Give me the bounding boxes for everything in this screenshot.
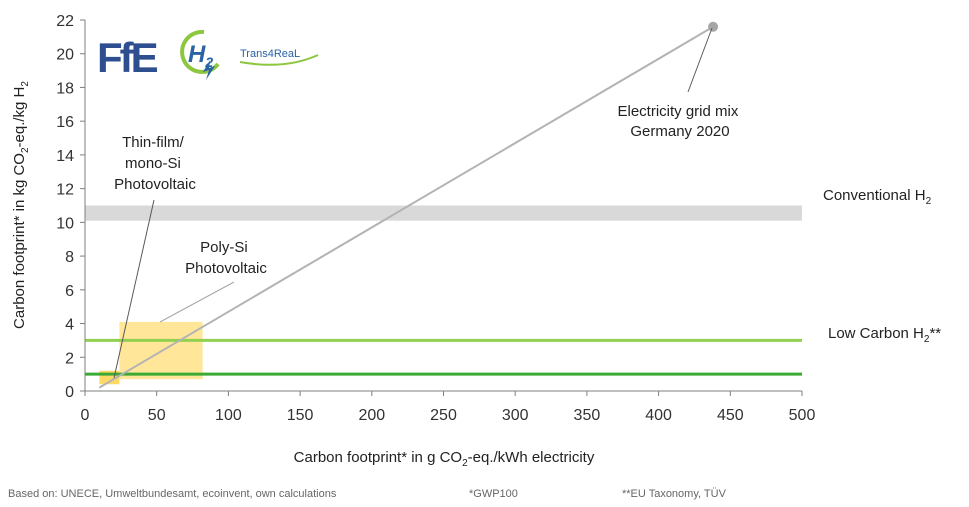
- y-tick-label: 14: [56, 148, 74, 165]
- x-tick-label: 350: [574, 407, 601, 424]
- poly-si-line-2: Photovoltaic: [185, 260, 267, 277]
- y-tick-label: 12: [56, 182, 74, 199]
- grid-mix-leader: [687, 27, 713, 93]
- trans4real-swoosh-icon: [239, 54, 319, 66]
- x-tick-label: 250: [430, 407, 457, 424]
- bands-layer: [85, 205, 802, 221]
- y-tick-label: 0: [65, 384, 74, 401]
- x-tick-label: 150: [287, 407, 314, 424]
- poly-si-leader: [159, 281, 235, 323]
- y-tick-label: 10: [56, 215, 74, 232]
- x-tick-label: 0: [81, 407, 90, 424]
- h2-logo-bolt-icon: [203, 60, 215, 80]
- conventional-label: Conventional H2: [823, 187, 932, 207]
- x-tick-label: 50: [148, 407, 166, 424]
- thin-film-leader: [113, 199, 155, 379]
- x-axis-title-a: Carbon footprint* in g CO: [294, 449, 462, 466]
- thin-film-line-2: mono-Si: [125, 155, 181, 172]
- grid-mix-line-1: Electricity grid mix: [617, 103, 738, 120]
- ffe-logo: FfE: [97, 34, 161, 81]
- y-axis-title-a: Carbon footprint* in kg CO: [11, 153, 28, 329]
- thin-film-line-3: Photovoltaic: [114, 176, 196, 193]
- y-axis-title-sub-2: 2: [20, 81, 31, 87]
- series-layer: [98, 21, 719, 389]
- y-tick-label: 4: [65, 317, 74, 334]
- y-tick-label: 22: [56, 13, 74, 30]
- ffe-logo-text: FfE: [97, 34, 158, 81]
- x-tick-label: 200: [358, 407, 385, 424]
- trans4real-logo: Trans4ReaL: [239, 48, 319, 66]
- conventional-text: Conventional H: [823, 187, 926, 204]
- x-axis-title: Carbon footprint* in g CO2-eq./kWh elect…: [294, 449, 595, 469]
- footnote-taxonomy: **EU Taxonomy, TÜV: [622, 488, 727, 500]
- poly-si-label: Poly-Si Photovoltaic: [185, 239, 267, 277]
- y-axis-title: Carbon footprint* in kg CO2-eq./kg H2: [11, 81, 31, 329]
- h2-logo-h: H: [188, 41, 206, 68]
- ticks-layer: 0 50 100 150 200 250 300 350 400 450 500 0 2 4 6 8 10 12 1…: [56, 13, 815, 424]
- x-tick-label: 100: [215, 407, 242, 424]
- x-tick-label: 300: [502, 407, 529, 424]
- footnote-sources: Based on: UNECE, Umweltbundesamt, ecoinv…: [8, 488, 337, 500]
- low-carbon-text: Low Carbon H: [828, 325, 924, 342]
- y-tick-label: 16: [56, 114, 74, 131]
- low-carbon-sub: 2: [924, 334, 930, 345]
- y-tick-label: 18: [56, 80, 74, 97]
- thin-film-label: Thin-film/ mono-Si Photovoltaic: [114, 134, 196, 193]
- thin-film-line-1: Thin-film/: [122, 134, 185, 151]
- x-tick-label: 400: [645, 407, 672, 424]
- y-axis-title-sub-1: 2: [20, 147, 31, 153]
- poly-si-line-1: Poly-Si: [200, 239, 248, 256]
- low-carbon-stars: **: [929, 325, 941, 342]
- y-tick-label: 8: [65, 249, 74, 266]
- threshold-lines-layer: [85, 338, 802, 376]
- y-tick-label: 6: [65, 283, 74, 300]
- grid-mix-germany-2020-point: [708, 21, 719, 32]
- x-axis-title-sub: 2: [462, 458, 468, 469]
- grid-mix-label: Electricity grid mix Germany 2020: [617, 103, 742, 140]
- x-tick-label: 450: [717, 407, 744, 424]
- y-tick-label: 2: [65, 350, 74, 367]
- conventional-h2-band: [85, 205, 802, 221]
- conventional-sub: 2: [926, 196, 932, 207]
- x-axis-title-b: -eq./kWh electricity: [468, 449, 595, 466]
- y-axis-title-b: -eq./kg H: [11, 87, 28, 148]
- h2-logo: H2: [180, 29, 220, 80]
- grid-mix-line-2: Germany 2020: [630, 123, 729, 140]
- h2-logo-text: H2: [188, 41, 213, 70]
- x-tick-label: 500: [789, 407, 816, 424]
- low-carbon-label: Low Carbon H2**: [828, 325, 941, 345]
- y-tick-label: 20: [56, 47, 74, 64]
- grid-mix-line: [98, 25, 714, 389]
- footnote-gwp: *GWP100: [469, 488, 518, 500]
- h2-logo-sub: 2: [204, 54, 213, 70]
- trans4real-logo-text: Trans4ReaL: [240, 48, 300, 60]
